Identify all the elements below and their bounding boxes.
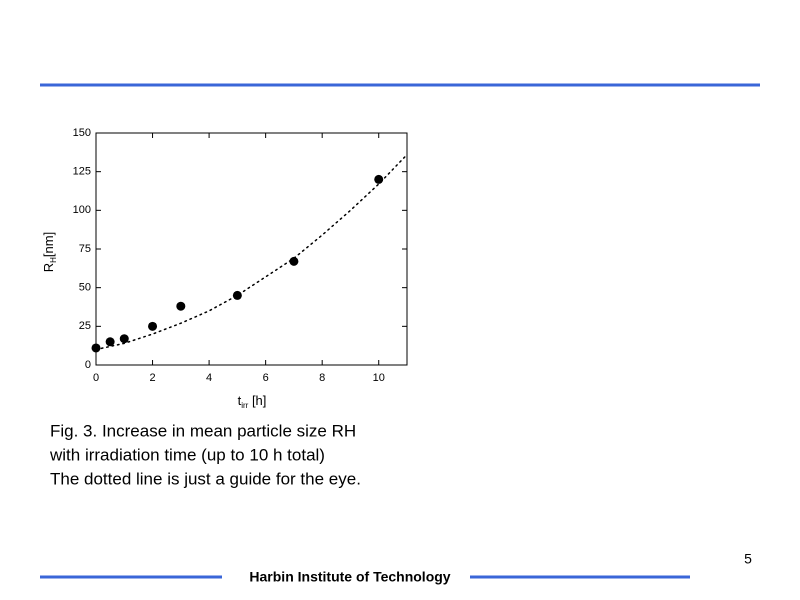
caption-line: The dotted line is just a guide for the … (50, 469, 361, 488)
footer-text: Harbin Institute of Technology (249, 569, 450, 585)
y-tick-label: 100 (73, 204, 91, 216)
guide-line (95, 153, 408, 351)
x-tick-label: 6 (263, 372, 269, 384)
data-point (148, 321, 158, 331)
data-point (232, 290, 242, 300)
data-point (289, 256, 299, 266)
y-tick-label: 150 (73, 127, 91, 139)
data-point (374, 174, 384, 184)
x-label-unit: [h] (248, 393, 266, 408)
page-number: 5 (744, 551, 752, 567)
caption-line: with irradiation time (up to 10 h total) (49, 445, 325, 464)
x-tick-label: 8 (319, 372, 325, 384)
y-tick-label: 50 (79, 282, 91, 294)
x-tick-label: 10 (373, 372, 385, 384)
y-label-sub: H (49, 257, 58, 263)
plot-frame (95, 132, 408, 366)
data-point (105, 337, 115, 347)
data-point (176, 301, 186, 311)
x-tick-label: 0 (93, 372, 99, 384)
y-tick-label: 0 (85, 359, 91, 371)
caption-line: Fig. 3. Increase in mean particle size R… (50, 421, 356, 440)
y-label-main: R (41, 263, 56, 272)
y-tick-label: 25 (79, 320, 91, 332)
data-point (119, 334, 129, 344)
x-label-sub: irr (241, 401, 248, 410)
x-tick-label: 2 (149, 372, 155, 384)
x-label-main: t (238, 393, 242, 408)
data-point (91, 343, 101, 353)
x-axis-label: tirr [h] (238, 393, 267, 410)
y-label-unit: [nm] (41, 232, 56, 257)
y-tick-label: 75 (79, 243, 91, 255)
x-tick-label: 4 (206, 372, 212, 384)
y-axis-label: RH[nm] (41, 232, 58, 272)
y-tick-label: 125 (73, 166, 91, 178)
